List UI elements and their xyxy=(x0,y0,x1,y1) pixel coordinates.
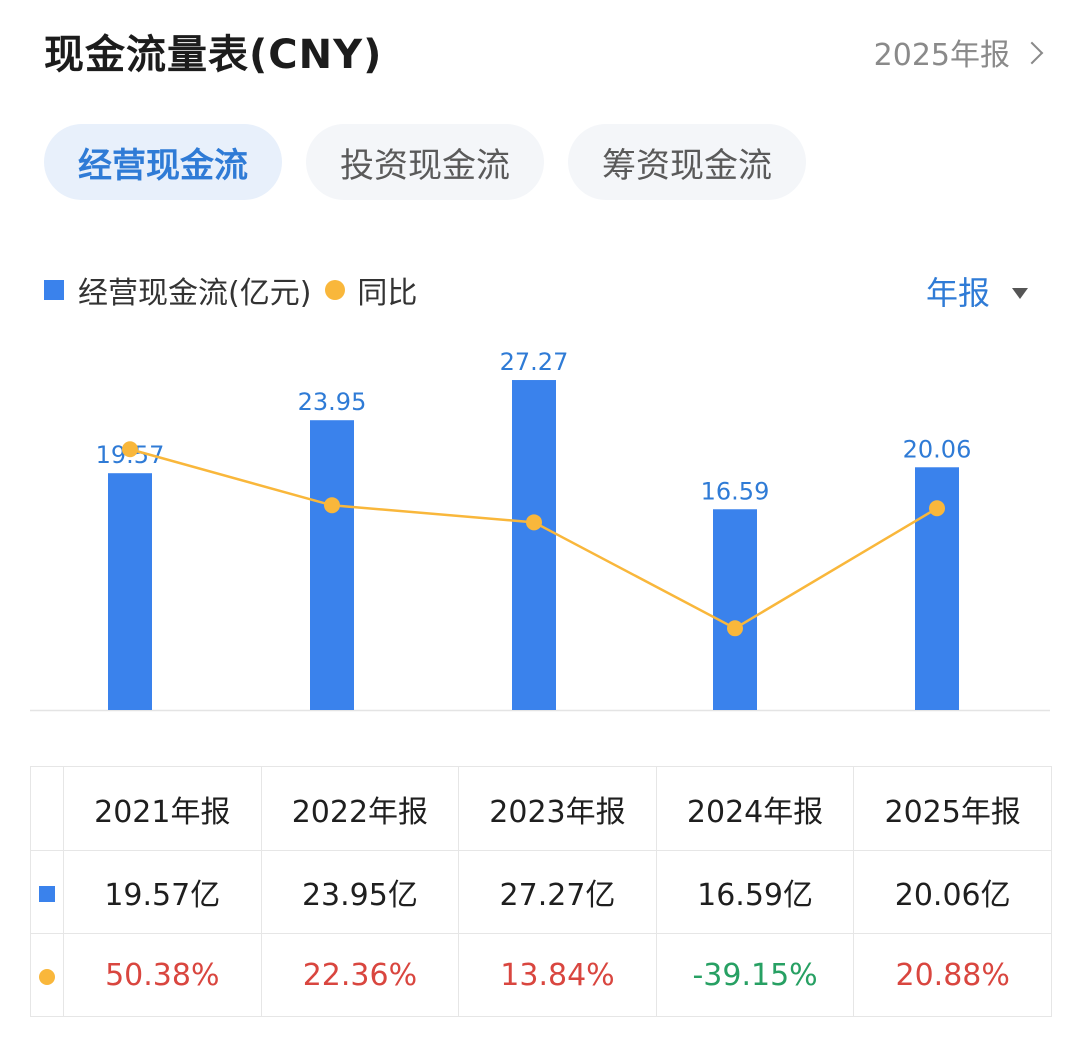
line-legend-label: 同比 xyxy=(357,276,418,311)
bar-value-label: 16.59 xyxy=(701,477,770,505)
table-corner-cell xyxy=(30,766,64,851)
table-header-cell: 2024年报 xyxy=(655,766,855,851)
amount-cell: 23.95亿 xyxy=(260,850,460,934)
chart-bar xyxy=(108,473,152,710)
tab-investing-cashflow[interactable]: 投资现金流 xyxy=(306,124,544,200)
period-select-label: 年报 xyxy=(925,274,990,312)
bar-value-label: 27.27 xyxy=(500,348,569,376)
caret-down-icon xyxy=(1012,287,1028,299)
yoy-point xyxy=(727,620,743,637)
yoy-point xyxy=(929,500,945,517)
yoy-cell: 50.38% xyxy=(63,933,262,1017)
chart-legend: 经营现金流(亿元) 同比 xyxy=(44,268,417,312)
bar-legend-label: 经营现金流(亿元) xyxy=(78,276,312,311)
cashflow-tabs: 经营现金流 投资现金流 筹资现金流 xyxy=(44,124,806,200)
amount-row-marker xyxy=(30,850,64,934)
chart-bar xyxy=(713,509,757,710)
tab-operating-cashflow[interactable]: 经营现金流 xyxy=(44,124,282,200)
period-select[interactable]: 年报 xyxy=(926,268,1028,314)
yoy-cell: -39.15% xyxy=(655,933,855,1017)
amount-cell: 19.57亿 xyxy=(63,850,262,934)
chevron-right-icon xyxy=(1020,41,1044,65)
page-title: 现金流量表(CNY) xyxy=(44,32,383,78)
table-row-yoy: 50.38% 22.36% 13.84% -39.15% 20.88% xyxy=(30,933,1052,1017)
bar-value-label: 20.06 xyxy=(903,435,972,463)
tab-financing-cashflow[interactable]: 筹资现金流 xyxy=(568,124,806,200)
header: 现金流量表(CNY) 2025年报 xyxy=(0,0,1080,100)
amount-cell: 16.59亿 xyxy=(655,850,855,934)
table-header-row: 2021年报 2022年报 2023年报 2024年报 2025年报 xyxy=(30,766,1052,851)
bar-series-icon xyxy=(39,885,55,902)
chart-bar xyxy=(512,380,556,710)
table-header-cell: 2022年报 xyxy=(260,766,460,851)
line-legend-swatch xyxy=(325,280,346,300)
amount-cell: 27.27亿 xyxy=(458,850,657,934)
yoy-point xyxy=(526,514,542,531)
table-header-cell: 2023年报 xyxy=(458,766,657,851)
table-header-cell: 2021年报 xyxy=(63,766,262,851)
line-series-icon xyxy=(39,968,55,985)
report-period-link[interactable]: 2025年报 xyxy=(873,30,1044,74)
yoy-cell: 13.84% xyxy=(458,933,657,1017)
report-period-label: 2025年报 xyxy=(873,38,1010,73)
table-row-amount: 19.57亿 23.95亿 27.27亿 16.59亿 20.06亿 xyxy=(30,850,1052,934)
bar-value-label: 23.95 xyxy=(298,388,367,416)
bar-legend-swatch xyxy=(44,280,64,300)
yoy-cell: 20.88% xyxy=(853,933,1052,1017)
table-header-cell: 2025年报 xyxy=(853,766,1052,851)
amount-cell: 20.06亿 xyxy=(853,850,1052,934)
chart-bar xyxy=(310,420,354,710)
yoy-point xyxy=(122,441,138,458)
yoy-row-marker xyxy=(30,933,64,1017)
yoy-point xyxy=(324,497,340,514)
cashflow-table: 2021年报 2022年报 2023年报 2024年报 2025年报 19.57… xyxy=(30,766,1052,1017)
yoy-cell: 22.36% xyxy=(260,933,460,1017)
